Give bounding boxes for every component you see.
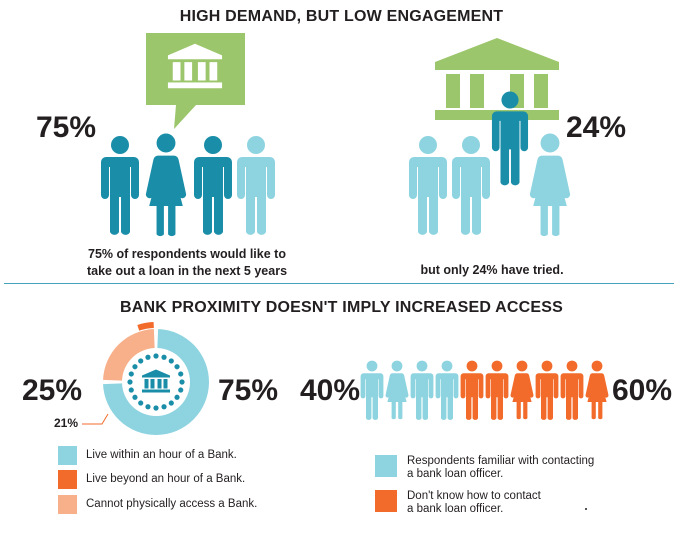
person-icon [385, 360, 409, 420]
proximity-donut-chart [103, 322, 209, 435]
legend-swatch [58, 470, 77, 489]
donut-ring-dot [138, 358, 144, 364]
legend-label-line1: Respondents familiar with contacting [407, 455, 595, 467]
person-icon [360, 360, 384, 420]
donut-ring-dot [174, 394, 180, 400]
person-icon [101, 136, 139, 235]
donut-ring-dot [178, 371, 184, 377]
donut-ring-dot [128, 387, 134, 393]
legend-item-within-hour: Live within an hour of a Bank. [58, 446, 237, 465]
donut-ring-dot [132, 394, 138, 400]
speech-bubble-bank-icon [146, 33, 245, 129]
section-divider [4, 283, 674, 284]
donut-ring-dot [145, 404, 151, 410]
donut-ring-dot [138, 400, 144, 406]
person-icon [410, 360, 434, 420]
donut-ring-dot [145, 354, 151, 360]
legend-swatch [375, 490, 397, 512]
left-percent-75: 75% [36, 111, 97, 144]
person-icon [452, 136, 490, 235]
legend-label: Live within an hour of a Bank. [86, 449, 237, 461]
stray-dot [585, 508, 587, 510]
person-icon [535, 360, 559, 420]
left-caption-line2: take out a loan in the next 5 years [86, 264, 288, 278]
donut-ring-dot [128, 371, 134, 377]
people-left-percent: 40% [300, 374, 361, 407]
legend-swatch [58, 495, 77, 514]
legend-item-familiar: Respondents familiar with contacting a b… [375, 455, 594, 481]
donut-slice-within-hour [103, 329, 209, 435]
legend-swatch [58, 446, 77, 465]
person-icon [460, 360, 484, 420]
legend-item-beyond-hour: Live beyond an hour of a Bank. [58, 470, 245, 489]
right-percent-24: 24% [566, 111, 627, 144]
person-icon [585, 360, 609, 420]
person-icon [560, 360, 584, 420]
donut-slice-beyond-hour [137, 322, 154, 331]
legend-label-line2: a bank loan officer. [407, 503, 504, 515]
person-icon [145, 133, 187, 237]
legend-label-line1: Don't know how to contact [407, 490, 541, 502]
donut-ring-dot [132, 364, 138, 370]
legend-item-no-access: Cannot physically access a Bank. [58, 495, 257, 514]
donut-ring-dot [174, 364, 180, 370]
donut-ring-dot [178, 387, 184, 393]
donut-ring-dot [179, 379, 185, 385]
donut-slice-no-access [103, 329, 155, 381]
person-icon [435, 360, 459, 420]
legend-label: Live beyond an hour of a Bank. [86, 473, 246, 485]
donut-right-percent: 75% [218, 374, 279, 407]
section-heading-proximity: BANK PROXIMITY DOESN'T IMPLY INCREASED A… [119, 299, 564, 316]
person-icon [491, 91, 529, 186]
donut-ring-dot [153, 353, 159, 359]
donut-ring-dot [161, 354, 167, 360]
people-pictogram-row [360, 360, 609, 420]
donut-ring-dot [168, 400, 174, 406]
donut-left-percent: 25% [22, 374, 83, 407]
donut-inner-percent: 21% [54, 416, 79, 430]
donut-ring-dot [168, 358, 174, 364]
person-icon [510, 360, 534, 420]
legend-label: Cannot physically access a Bank. [86, 498, 258, 510]
left-caption-line1: 75% of respondents would like to [88, 247, 286, 261]
person-icon [485, 360, 509, 420]
person-icon [529, 133, 571, 237]
legend-swatch [375, 455, 397, 477]
donut-leader-line [82, 413, 109, 425]
right-caption: but only 24% have tried. [420, 263, 564, 277]
legend-label-line2: a bank loan officer. [407, 468, 504, 480]
section-heading-engagement: HIGH DEMAND, BUT LOW ENGAGEMENT [179, 8, 504, 25]
legend-label: Respondents familiar with contacting a b… [407, 455, 594, 481]
legend-item-dont-know: Don't know how to contact a bank loan of… [375, 490, 541, 516]
person-icon [194, 136, 232, 235]
donut-ring-dot [127, 379, 133, 385]
donut-ring-dot [153, 405, 159, 411]
legend-label: Don't know how to contact a bank loan of… [407, 490, 541, 516]
people-right-percent: 60% [612, 374, 673, 407]
donut-ring-dot [161, 404, 167, 410]
bank-icon [142, 369, 170, 393]
person-icon [237, 136, 275, 235]
person-icon [409, 136, 447, 235]
left-caption: 75% of respondents would like to take ou… [80, 246, 294, 280]
